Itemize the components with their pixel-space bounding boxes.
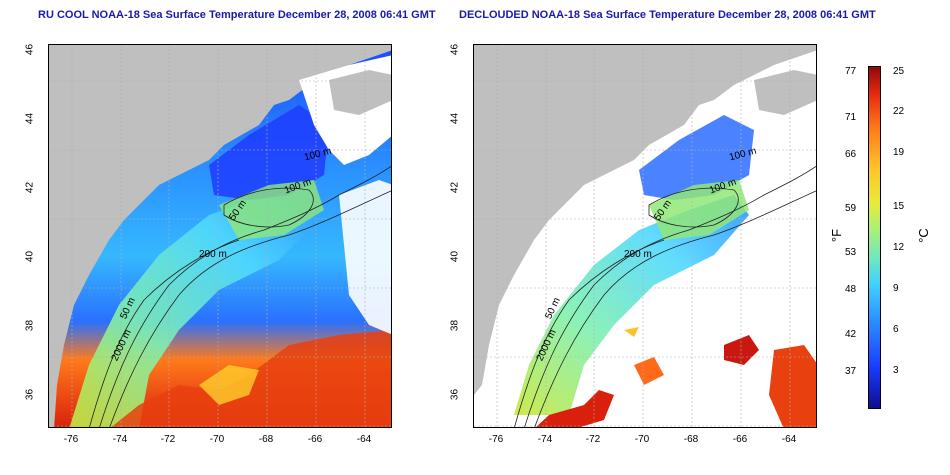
colorbar-c-tick: 12 <box>893 242 905 253</box>
land-mass <box>474 45 816 395</box>
colorbar-c-tick: 15 <box>893 201 905 212</box>
depth-contours <box>89 165 391 427</box>
land-mass <box>49 45 391 395</box>
colorbar-c-tick: 3 <box>893 365 899 376</box>
lat-tick-label: 42 <box>24 181 36 194</box>
gulf-stream-water <box>536 390 614 427</box>
lat-tick-label: 46 <box>24 43 36 56</box>
lat-tick-label: 46 <box>449 43 461 56</box>
colorbar-f-tick: 71 <box>845 112 857 123</box>
depth-contours <box>514 165 816 427</box>
colorbar-c-tick: 22 <box>893 106 905 117</box>
gulf-of-maine-water <box>639 115 754 200</box>
lat-tick-label: 40 <box>24 250 36 263</box>
lat-lon-grid <box>474 45 816 427</box>
lon-tick-label: -72 <box>585 434 601 445</box>
colorbar-c-tick: 19 <box>893 147 905 158</box>
left-sst-map: 100 m 100 m 50 m 200 m 50 m 2000 m <box>48 44 392 428</box>
lon-tick-label: -66 <box>307 434 323 445</box>
lat-tick-label: 44 <box>449 112 461 125</box>
colorbar-f-tick: 77 <box>845 66 857 77</box>
lat-tick-label: 36 <box>24 388 36 401</box>
colorbar-f-tick: 48 <box>845 284 857 295</box>
contour-label: 200 m <box>199 249 227 260</box>
lon-tick-label: -76 <box>63 434 79 445</box>
shelf-water <box>69 185 319 427</box>
contour-label: 200 m <box>624 249 652 260</box>
lon-tick-label: -70 <box>209 434 225 445</box>
lat-tick-label: 42 <box>449 181 461 194</box>
lon-tick-label: -66 <box>732 434 748 445</box>
temperature-colorbar <box>868 66 881 409</box>
gulf-of-maine-water <box>209 105 329 200</box>
lon-tick-label: -72 <box>160 434 176 445</box>
lon-tick-label: -70 <box>634 434 650 445</box>
lon-tick-label: -74 <box>537 434 553 445</box>
colorbar-f-tick: 42 <box>845 329 857 340</box>
lat-tick-label: 38 <box>449 319 461 332</box>
lat-tick-label: 38 <box>24 319 36 332</box>
right-sst-map: 100 m 100 m 50 m 200 m 50 m 2000 m <box>473 44 817 428</box>
lat-tick-label: 44 <box>24 112 36 125</box>
lat-tick-label: 40 <box>449 250 461 263</box>
colorbar-c-tick: 25 <box>893 66 905 77</box>
right-sst-image <box>474 45 816 427</box>
lon-tick-label: -68 <box>683 434 699 445</box>
lon-tick-label: -64 <box>781 434 797 445</box>
lon-tick-label: -64 <box>356 434 372 445</box>
left-sst-image <box>49 45 391 427</box>
lon-tick-label: -74 <box>112 434 128 445</box>
lat-lon-grid <box>49 45 391 427</box>
colorbar-f-tick: 37 <box>845 366 857 377</box>
lon-tick-label: -68 <box>258 434 274 445</box>
left-map-title: RU COOL NOAA-18 Sea Surface Temperature … <box>38 9 436 21</box>
fahrenheit-unit-label: °F <box>829 228 845 243</box>
colorbar-c-tick: 9 <box>893 283 899 294</box>
celsius-unit-label: °C <box>915 228 931 243</box>
colorbar-f-tick: 59 <box>845 203 857 214</box>
lon-tick-label: -76 <box>488 434 504 445</box>
colorbar-f-tick: 53 <box>845 247 857 258</box>
colorbar-f-tick: 66 <box>845 149 857 160</box>
lat-tick-label: 36 <box>449 388 461 401</box>
colorbar-c-tick: 6 <box>893 324 899 335</box>
shelf-water <box>514 195 749 415</box>
right-map-title: DECLOUDED NOAA-18 Sea Surface Temperatur… <box>459 9 876 21</box>
